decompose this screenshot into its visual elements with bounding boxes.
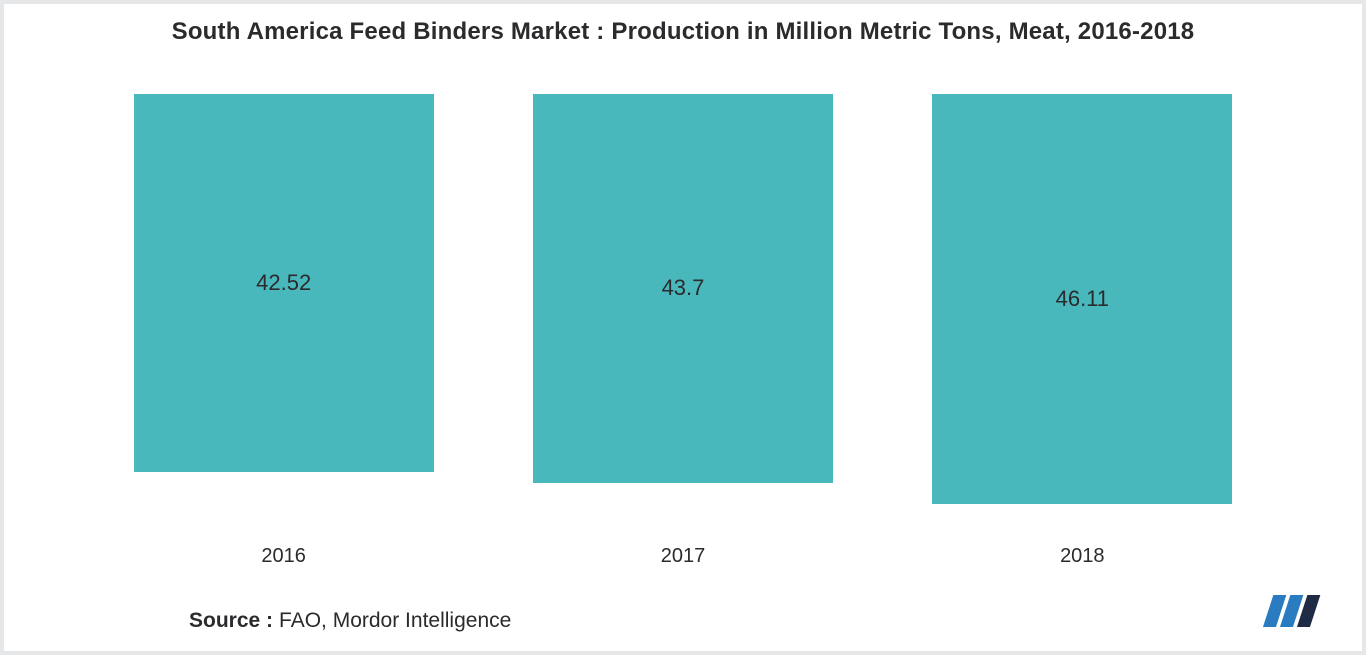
bar-2017: 43.7 — [533, 94, 833, 483]
bar-2016: 42.52 — [134, 94, 434, 472]
bar-value-2017: 43.7 — [662, 275, 705, 301]
bar-value-2016: 42.52 — [256, 270, 311, 296]
bar-slot-2018: 46.11 2018 — [883, 94, 1282, 531]
bar-value-2018: 46.11 — [1056, 286, 1109, 312]
x-label-2016: 2016 — [84, 545, 483, 568]
bar-2018: 46.11 — [932, 94, 1232, 504]
bars-container: 42.52 2016 43.7 2017 46.11 2018 — [84, 94, 1282, 531]
x-label-2017: 2017 — [483, 545, 882, 568]
source-row: Source : FAO, Mordor Intelligence — [189, 609, 511, 633]
bar-slot-2016: 42.52 2016 — [84, 94, 483, 531]
chart-title: South America Feed Binders Market : Prod… — [4, 18, 1362, 46]
chart-plot-area: 42.52 2016 43.7 2017 46.11 2018 — [84, 94, 1282, 531]
source-label: Source : — [189, 609, 273, 633]
source-text: FAO, Mordor Intelligence — [279, 609, 511, 633]
x-label-2018: 2018 — [883, 545, 1282, 568]
mordor-logo-icon — [1258, 593, 1322, 629]
bar-slot-2017: 43.7 2017 — [483, 94, 882, 531]
